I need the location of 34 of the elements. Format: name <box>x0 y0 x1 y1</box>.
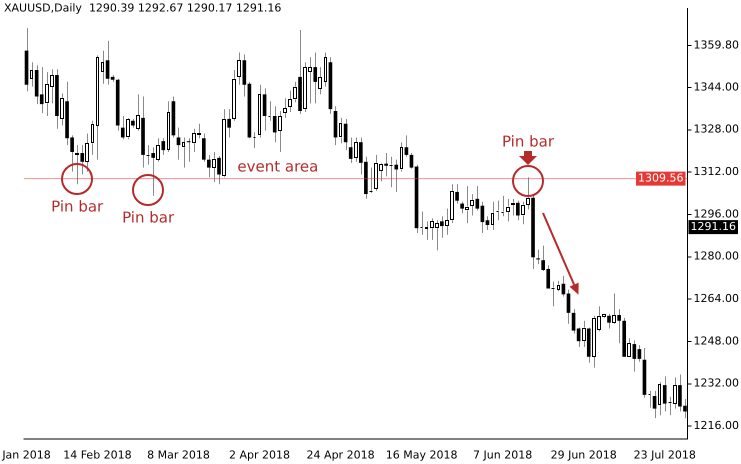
annotation: Pin bar <box>51 197 104 216</box>
chart-title: XAUUSD,Daily 1290.39 1292.67 1290.17 1291.16 <box>4 1 282 14</box>
candlestick <box>394 159 398 192</box>
y-tick-label: 1296.00 <box>694 207 740 220</box>
candlestick <box>283 98 287 118</box>
x-tick-label: 14 Feb 2018 <box>63 448 132 462</box>
y-tick-label: 1280.00 <box>694 250 740 263</box>
y-tick-label: 1232.00 <box>694 376 740 390</box>
y-tick-label: 1248.00 <box>694 334 740 348</box>
annotation: Pin bar <box>502 132 555 150</box>
x-tick-label: Jan 2018 <box>1 448 51 462</box>
x-tick-label: 23 Jul 2018 <box>634 448 696 462</box>
candlestick <box>662 376 667 412</box>
x-tick-label: 8 Mar 2018 <box>147 448 210 462</box>
y-tick-label: 1264.00 <box>694 292 740 305</box>
candlestick <box>262 88 266 132</box>
y-tick-label: 1344.00 <box>694 80 740 94</box>
text: 1291.16 <box>690 220 736 233</box>
candlestick <box>425 220 428 240</box>
annotation: Pin bar <box>122 208 175 226</box>
candlestick <box>344 118 348 151</box>
y-tick-label: 1216.00 <box>694 418 740 432</box>
x-tick-label: 24 Apr 2018 <box>306 448 375 462</box>
y-tick-label: 1328.00 <box>694 122 740 136</box>
ref-line-label: 1309.56 <box>638 171 684 184</box>
x-tick-label: 7 Jun 2018 <box>473 448 532 462</box>
x-tick-label: 2 Apr 2018 <box>229 448 290 462</box>
x-tick-label: 16 May 2018 <box>386 448 458 462</box>
candlestick <box>202 132 206 162</box>
annotation: event area <box>237 157 318 176</box>
y-tick-label: 1312.00 <box>694 164 740 178</box>
y-tick-label: 1359.80 <box>694 38 740 52</box>
x-tick-label: 29 Jun 2018 <box>550 448 617 462</box>
candlestick <box>536 249 540 265</box>
